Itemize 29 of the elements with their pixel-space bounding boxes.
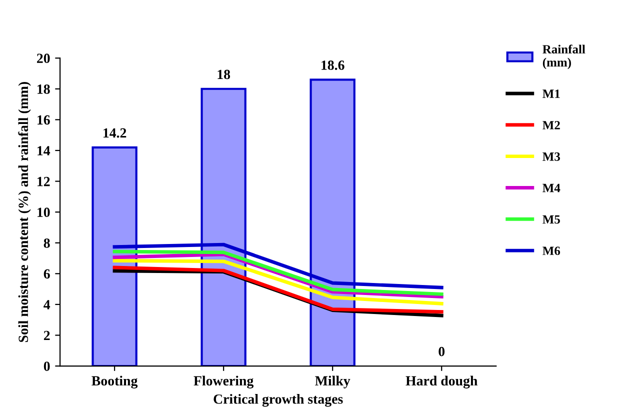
y-tick-label: 16 [38, 115, 50, 125]
legend-label: M4 [542, 184, 560, 192]
x-tick-label: Booting [92, 376, 138, 388]
legend-label: M2 [542, 121, 560, 130]
y-axis-title: Soil moisture content (%) and rainfall (mm) [18, 82, 31, 342]
y-tick-label: 2 [44, 330, 50, 340]
x-tick-label: Hard dough [406, 376, 478, 388]
y-tick-label: 12 [38, 176, 50, 186]
y-tick-label: 4 [44, 300, 50, 310]
data-label: 18.6 [322, 60, 344, 70]
legend-label: Rainfall (mm) [542, 44, 586, 70]
data-label: 0 [438, 346, 445, 356]
y-tick-label: 18 [38, 84, 50, 94]
y-tick-label: 20 [37, 54, 50, 64]
x-tick-label: Flowering [194, 376, 254, 388]
x-axis-title: Critical growth stages [214, 394, 343, 407]
y-tick-label: 6 [44, 269, 50, 279]
data-label: 14.2 [104, 128, 126, 138]
legend-label: M1 [542, 90, 560, 98]
legend-label: M6 [542, 246, 560, 256]
y-tick-label: 0 [44, 362, 50, 371]
y-tick-label: 10 [38, 208, 50, 218]
y-tick-label: 8 [44, 238, 50, 248]
x-tick-label: Milky [315, 376, 350, 388]
data-label: 18 [218, 70, 230, 80]
legend-label: M3 [542, 152, 560, 161]
y-tick-label: 14 [38, 146, 50, 156]
legend-label: M5 [542, 215, 560, 224]
line-series [112, 258, 444, 306]
